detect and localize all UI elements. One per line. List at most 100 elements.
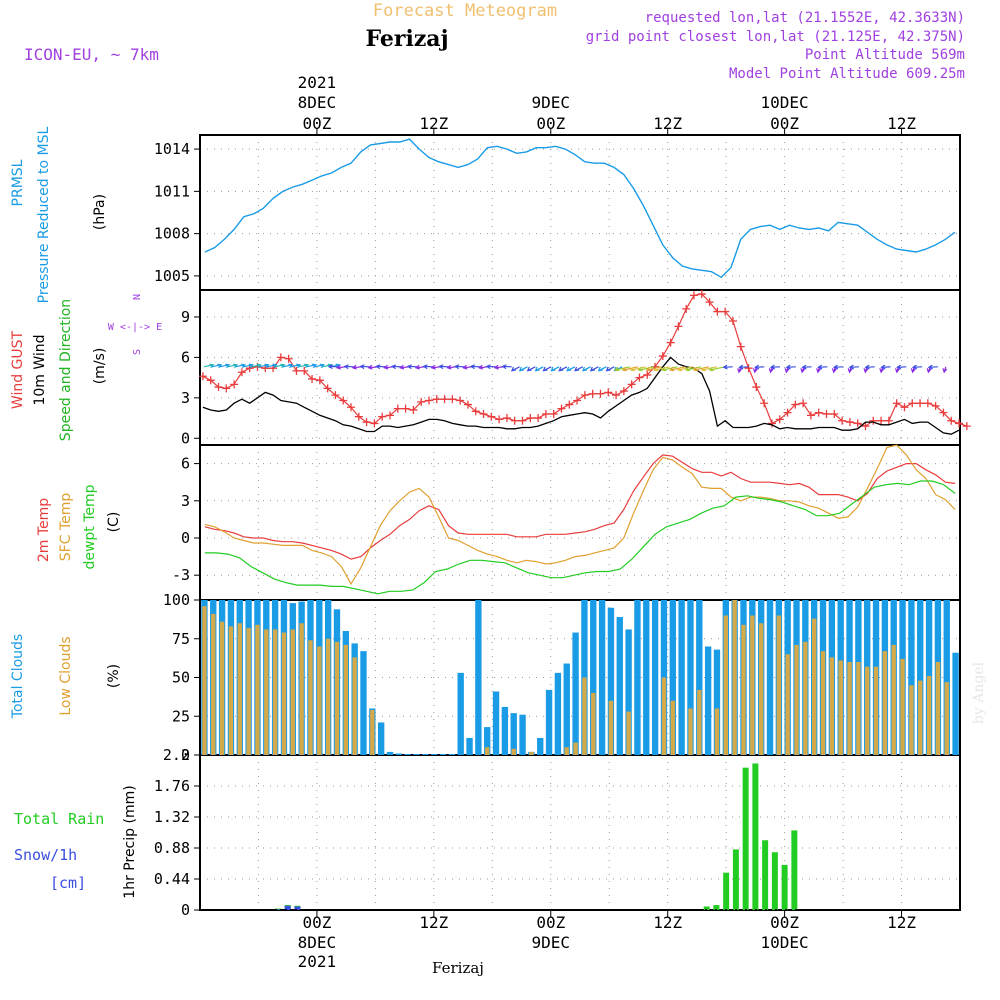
cloud-total-bar bbox=[395, 753, 403, 755]
cloud-low-bar bbox=[573, 742, 578, 755]
wind-direction-arrow bbox=[510, 366, 520, 372]
cloud-total-bar bbox=[590, 600, 597, 755]
cloud-total-bar bbox=[713, 649, 721, 755]
wind-direction-arrow bbox=[446, 364, 457, 370]
cloud-total-bar bbox=[439, 754, 447, 755]
wind-direction-arrow bbox=[645, 366, 662, 372]
wind-direction-arrow bbox=[848, 364, 859, 370]
wind-direction-arrow bbox=[911, 364, 923, 370]
gust-marker bbox=[744, 364, 753, 373]
wind-direction-arrow bbox=[375, 364, 386, 370]
precip-rain-bar bbox=[742, 767, 749, 910]
gust-marker bbox=[573, 396, 582, 405]
gust-marker bbox=[237, 368, 246, 377]
cloud-low-bar bbox=[697, 689, 702, 755]
gust-marker bbox=[884, 416, 893, 425]
gust-marker bbox=[619, 387, 628, 396]
cloud-total-bar bbox=[651, 600, 659, 755]
label-10m-wind: 10m Wind bbox=[32, 334, 48, 405]
wind-direction-arrow bbox=[266, 363, 278, 369]
wind-direction-arrow bbox=[669, 366, 686, 372]
precip-snow-bar bbox=[284, 905, 291, 910]
cloud-total-bar bbox=[448, 754, 456, 755]
wind-direction-arrow bbox=[653, 366, 670, 372]
wind-direction-arrow bbox=[574, 366, 583, 372]
wind-direction-arrow bbox=[493, 364, 504, 370]
cloud-total-bar bbox=[598, 600, 606, 755]
wind-direction-arrow bbox=[801, 364, 812, 370]
gust-marker bbox=[518, 416, 527, 425]
wind-direction-arrow bbox=[785, 364, 796, 370]
wind-direction-arrow bbox=[738, 364, 749, 370]
cloud-low-bar bbox=[741, 624, 746, 755]
gust-marker bbox=[791, 400, 800, 409]
cloud-total-bar bbox=[643, 600, 650, 755]
cloud-low-bar bbox=[873, 666, 879, 755]
cloud-low-bar bbox=[290, 629, 295, 755]
wind-direction-arrow bbox=[390, 364, 402, 370]
cloud-total-bar bbox=[519, 714, 526, 755]
data-layer bbox=[198, 138, 971, 910]
cloud-low-bar bbox=[935, 662, 941, 755]
gust-marker bbox=[604, 388, 613, 397]
gust-marker bbox=[900, 403, 909, 412]
series-line-gust bbox=[202, 293, 967, 427]
wind-direction-arrow bbox=[469, 364, 481, 370]
cloud-total-bar bbox=[466, 737, 473, 755]
wind-direction-arrow bbox=[518, 366, 528, 372]
cloud-low-bar bbox=[343, 644, 348, 755]
wind-direction-arrow bbox=[661, 366, 678, 372]
cloud-total-bar bbox=[625, 629, 632, 755]
gust-marker bbox=[799, 399, 808, 408]
wind-direction-arrow bbox=[708, 366, 725, 372]
gust-marker bbox=[690, 291, 698, 300]
wind-direction-arrow bbox=[274, 363, 286, 369]
wind-direction-arrow bbox=[343, 364, 354, 370]
wind-direction-arrow bbox=[203, 363, 215, 369]
cloud-total-bar bbox=[766, 600, 774, 755]
y-tick-label: 0 bbox=[181, 429, 190, 447]
gust-marker bbox=[354, 412, 363, 421]
wind-direction-arrow bbox=[290, 363, 302, 369]
gust-marker bbox=[682, 304, 691, 313]
top-axis-label: 00Z bbox=[770, 114, 799, 133]
cloud-total-bar bbox=[360, 651, 367, 755]
cloud-total-bar bbox=[422, 754, 429, 755]
cloud-low-bar bbox=[750, 615, 755, 755]
gust-marker bbox=[775, 415, 784, 424]
label-total-clouds: Total Clouds bbox=[10, 634, 26, 719]
gust-marker bbox=[565, 400, 574, 409]
cloud-total-bar bbox=[607, 607, 615, 755]
label-snow: Snow/1h bbox=[14, 846, 77, 864]
label-total-rain: Total Rain bbox=[14, 810, 104, 828]
label-prmsl: PRMSL bbox=[10, 159, 26, 206]
cloud-low-bar bbox=[228, 626, 234, 755]
gust-marker bbox=[869, 416, 878, 425]
wind-direction-arrow bbox=[613, 366, 631, 372]
cloud-total-bar bbox=[616, 617, 623, 755]
gust-marker bbox=[845, 418, 854, 427]
precip-rain-bar bbox=[791, 830, 798, 910]
wind-direction-arrow bbox=[399, 364, 410, 370]
gust-marker bbox=[923, 399, 932, 408]
gust-marker bbox=[666, 338, 675, 347]
gust-marker bbox=[440, 395, 449, 404]
label-speed-direction: Speed and Direction bbox=[58, 299, 74, 441]
gust-marker bbox=[300, 366, 309, 375]
cloud-total-bar bbox=[908, 600, 915, 755]
gust-marker bbox=[767, 419, 776, 428]
label-percent: (%) bbox=[106, 664, 122, 688]
gust-marker bbox=[495, 415, 504, 424]
wind-direction-arrow bbox=[501, 364, 512, 370]
gust-marker bbox=[292, 366, 301, 375]
cloud-total-bar bbox=[696, 600, 703, 755]
gust-marker bbox=[323, 384, 332, 393]
cloud-low-bar bbox=[926, 675, 932, 755]
bottom-axis-label: 10DEC bbox=[761, 933, 809, 952]
wind-direction-arrow bbox=[817, 364, 828, 370]
top-axis-label: 12Z bbox=[653, 114, 682, 133]
cloud-total-bar bbox=[386, 751, 394, 755]
wind-direction-arrow bbox=[621, 366, 639, 372]
y-tick-label: 0 bbox=[181, 901, 190, 919]
panel-frame-temp bbox=[199, 444, 961, 601]
